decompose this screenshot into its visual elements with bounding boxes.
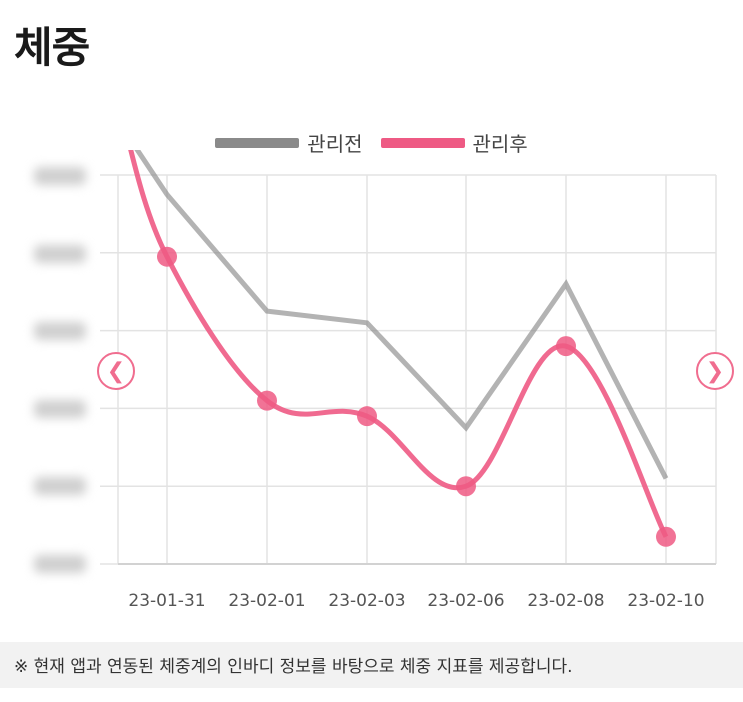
chart-legend: 관리전 관리후	[0, 128, 743, 157]
legend-item-before: 관리전	[215, 128, 363, 157]
data-point-after	[357, 406, 377, 427]
chart-area: 23-01-31 23-02-01 23-02-03 23-02-06 23-02-08…	[0, 150, 743, 620]
y-tick-label-blurred	[34, 555, 86, 573]
legend-label-after: 관리후	[472, 132, 528, 156]
data-point-after	[157, 246, 177, 267]
page-title: 체중	[14, 23, 90, 72]
y-tick-label-blurred	[34, 322, 86, 340]
y-tick-label-blurred	[34, 477, 86, 495]
data-point-after	[257, 390, 277, 411]
y-tick-label-blurred	[34, 167, 86, 185]
weight-line-chart: 23-01-31 23-02-01 23-02-03 23-02-06 23-02-08…	[100, 150, 717, 611]
footnote: ※ 현재 앱과 연동된 체중계의 인바디 정보를 바탕으로 체중 지표를 제공합…	[0, 642, 743, 688]
y-tick-label-blurred	[34, 245, 86, 263]
legend-label-before: 관리전	[307, 132, 363, 156]
x-tick-label: 23-01-31	[128, 591, 205, 611]
x-tick-label: 23-02-06	[427, 591, 504, 611]
legend-item-after: 관리후	[380, 128, 528, 157]
y-tick-label-blurred	[34, 400, 86, 418]
x-tick-label: 23-02-03	[328, 591, 405, 611]
chevron-right-icon[interactable]: ❯	[696, 352, 734, 390]
x-tick-label: 23-02-10	[627, 591, 704, 611]
data-point-after	[556, 336, 576, 357]
series-line-after	[128, 150, 669, 538]
x-tick-label: 23-02-08	[527, 591, 604, 611]
x-tick-label: 23-02-01	[228, 591, 305, 611]
data-point-after	[456, 476, 476, 497]
legend-swatch-before	[215, 137, 300, 148]
series-line-before	[134, 150, 669, 480]
data-point-after	[656, 526, 676, 547]
legend-swatch-after	[380, 137, 465, 148]
chevron-left-icon[interactable]: ❮	[97, 352, 135, 390]
